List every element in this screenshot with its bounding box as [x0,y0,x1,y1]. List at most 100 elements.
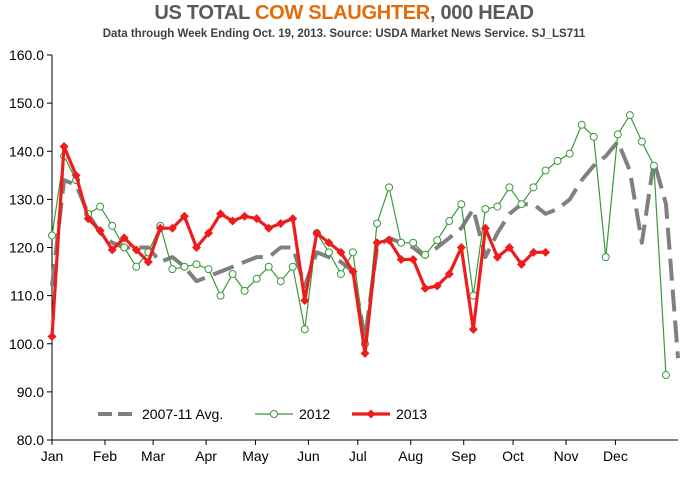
series-2012-point [336,269,345,278]
series-2013-point [107,245,117,255]
series-2013-point [228,216,238,226]
series-2012-point [481,205,490,213]
series-2013-point [517,259,526,269]
y-tick-label: 150.0 [9,95,44,111]
series-2012-point [661,371,670,380]
series-2013-point [312,228,322,238]
series-2012-point [397,238,406,247]
series-2012-point [264,262,273,271]
series-2013-point [95,226,105,236]
x-tick-label: Feb [93,448,117,464]
series-2013-point [432,281,442,291]
series-2013-point [276,218,286,228]
series-2013-point [119,233,129,243]
x-tick-label: Jul [349,448,367,464]
series-2012-point [373,219,382,228]
series-2012-point [216,291,225,300]
series-2012-point [204,265,213,274]
x-tick-label: Oct [502,448,524,464]
series-2012-point [625,111,634,120]
x-tick-label: Mar [141,448,165,464]
series-2012-line [51,113,667,376]
x-tick-label: Apr [195,448,217,464]
series-2013-point [324,238,334,248]
series-2013-point [240,211,250,221]
series-2013-point [264,223,274,233]
series-2013-point [143,257,153,267]
series-2013-point [179,211,189,221]
series-2012-point [252,274,261,283]
series-2013-point [71,170,81,180]
series-2012-point [409,238,418,247]
series-2013-point [480,223,490,233]
series-2012-point [168,265,177,274]
series-2013-point [47,332,57,342]
y-tick-label: 100.0 [9,336,44,352]
series-2012-point [228,269,237,278]
y-tick-label: 140.0 [9,143,44,159]
legend-2012-label: 2012 [299,406,330,422]
series-2013-point [456,243,466,252]
series-2012-point [589,132,598,141]
series-2013-point [492,252,502,262]
chart-title-part3: , 000 HEAD [429,2,534,24]
series-2012-point [553,156,562,165]
series-2012-point [300,325,309,334]
x-tick-label: Aug [398,448,423,464]
legend-2013-label: 2013 [396,406,427,422]
series-2013-point [541,247,551,257]
series-2012-point [457,200,466,209]
series-2013-point [155,223,165,233]
chart-title-part1: US TOTAL [154,2,255,24]
x-tick-label: Jan [41,448,64,464]
x-tick-label: Jun [297,448,320,464]
series-2012-point [601,253,610,262]
series-2012-point [637,137,646,146]
series-2012-point [493,202,502,211]
series-2012-point [240,286,249,295]
x-tick-label: May [242,448,268,464]
series-2012-point [192,260,201,269]
series-2013-point [348,267,358,277]
series-2013-point [167,223,177,233]
series-2012-point [180,262,189,271]
series-2012-point [385,183,394,192]
chart-title-highlight: COW SLAUGHTER [254,2,430,24]
series-2012-point [96,202,105,211]
series-2013-point [252,214,262,224]
series-2012-point [541,166,550,175]
series-2013-point [420,283,430,293]
legend-2012-marker [270,410,278,418]
series-2013-point [83,214,93,224]
y-tick-label: 80.0 [17,432,44,448]
series-2012-point [348,248,357,257]
series-2013-point [396,255,406,265]
series-2012-point [565,149,574,158]
series-2013-point [336,247,346,257]
y-tick-label: 90.0 [17,384,44,400]
y-tick-label: 160.0 [9,47,44,63]
series-2012-point [505,183,514,192]
series-2013-point [408,255,418,265]
series-2012-point [433,236,442,245]
series-2012-point [517,200,526,209]
x-tick-label: Nov [554,448,579,464]
y-tick-label: 110.0 [10,288,44,304]
series-2013-point [191,243,201,252]
series-2012-point [324,248,333,257]
series-2012-point [529,183,538,192]
series-2013-point [288,214,298,224]
series-2012-point [288,262,297,271]
series-2013-point [468,324,478,334]
x-tick-label: Dec [603,448,628,464]
series-2012-point [613,130,622,139]
series-2013-point [59,141,69,151]
legend-2013-marker [366,409,376,419]
series-2012-point [48,231,56,240]
x-tick-label: Sep [451,448,476,464]
y-tick-label: 120.0 [9,240,44,256]
series-2013-point [204,228,213,238]
series-2012-point [421,250,430,259]
series-2013-point [372,238,382,248]
series-2013-point [360,348,370,358]
